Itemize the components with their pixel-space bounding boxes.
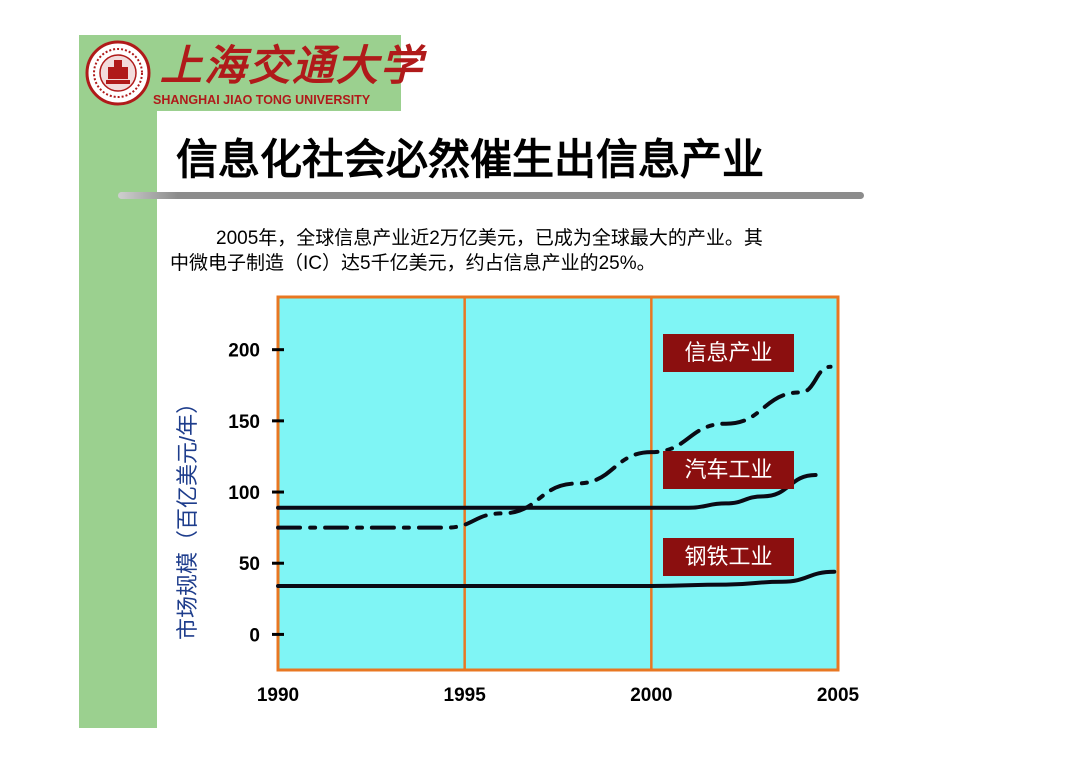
x-tick-label-1995: 1995 (444, 685, 487, 706)
y-axis: 0 50 100 150 200 (228, 341, 284, 646)
series-line-1 (276, 472, 818, 510)
y-tick-label-0: 0 (249, 625, 260, 646)
y-tick-label-50: 50 (239, 554, 260, 575)
series-line-0 (276, 364, 833, 530)
university-seal-icon (85, 40, 151, 106)
title-divider (118, 192, 864, 199)
university-name-en: SHANGHAI JIAO TONG UNIVERSITY (153, 93, 371, 107)
x-tick-label-2005: 2005 (817, 685, 860, 706)
series-group (276, 364, 837, 589)
y-tick-label-150: 150 (228, 412, 260, 433)
y-tick-label-200: 200 (228, 341, 260, 362)
paragraph-line-2: 中微电子制造（IC）达5千亿美元，约占信息产业的25%。 (170, 253, 656, 274)
legend-label-info-industry: 信息产业 (663, 334, 794, 372)
left-accent-band (79, 35, 157, 728)
page-title: 信息化社会必然催生出信息产业 (176, 135, 765, 184)
y-axis-title-text: 市场规模（百亿美元/年） (175, 391, 200, 640)
legend-label-auto-industry: 汽车工业 (663, 451, 794, 489)
legend-label-steel-industry: 钢铁工业 (663, 538, 794, 576)
vertical-gridlines (463, 297, 653, 670)
x-tick-label-2000: 2000 (630, 685, 672, 706)
x-axis: 1990 1995 2000 2005 (257, 685, 860, 706)
paragraph-line-1: 2005年，全球信息产业近2万亿美元，已成为全球最大的产业。其 (216, 228, 763, 249)
university-name-cn: 上海交通大学 (160, 41, 425, 90)
x-tick-label-1990: 1990 (257, 685, 299, 706)
series-line-2 (276, 569, 837, 589)
y-tick-label-100: 100 (228, 483, 260, 504)
